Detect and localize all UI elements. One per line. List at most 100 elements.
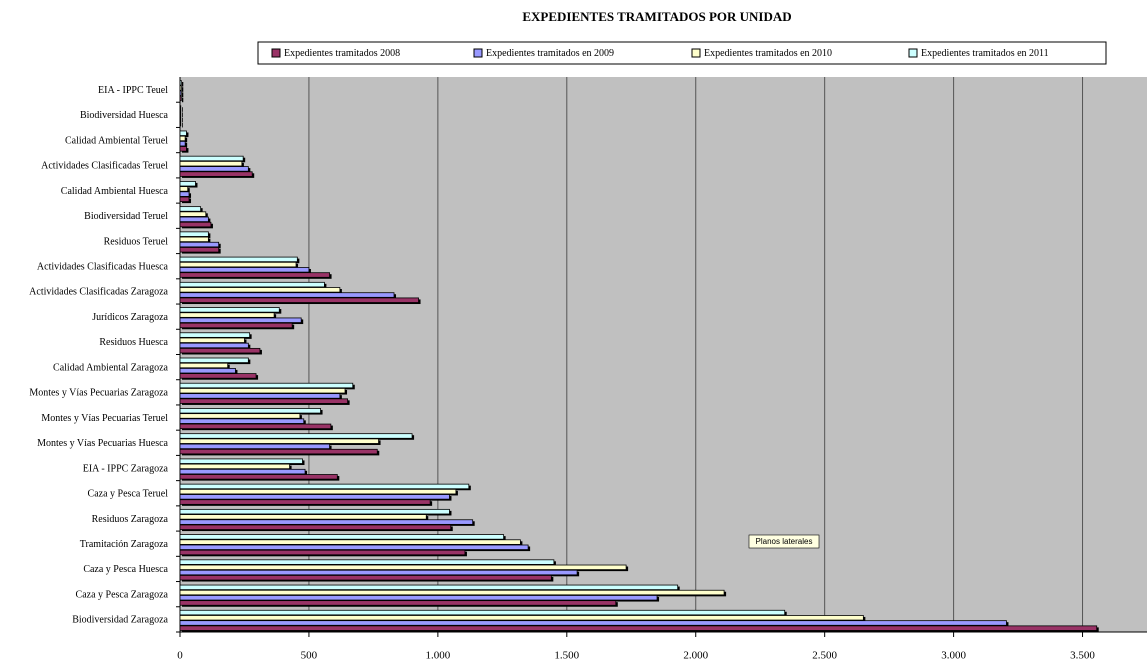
bar xyxy=(179,120,182,127)
legend-swatch xyxy=(473,48,483,58)
bar xyxy=(179,267,310,273)
annotation-box xyxy=(748,534,820,549)
bar xyxy=(179,110,182,116)
bar xyxy=(179,196,190,203)
bar xyxy=(179,337,245,343)
bar xyxy=(179,115,182,122)
bar xyxy=(179,261,297,268)
bar xyxy=(179,241,220,248)
bar xyxy=(179,443,330,450)
y-tick-label: Actividades Clasificadas Zaragoza xyxy=(29,287,168,298)
bar xyxy=(179,393,341,399)
y-tick-label: Biodiversidad Huesca xyxy=(80,110,169,121)
bar xyxy=(179,367,236,374)
bar xyxy=(179,398,349,404)
bar xyxy=(179,418,305,424)
y-tick-label: Caza y Pesca Zaragoza xyxy=(76,589,169,600)
bar xyxy=(179,499,431,505)
bar xyxy=(179,413,301,419)
bar xyxy=(179,362,229,369)
bar xyxy=(179,155,244,162)
bar-shadow xyxy=(182,97,184,103)
bar xyxy=(179,256,298,263)
bar xyxy=(179,166,249,172)
bar xyxy=(179,186,189,192)
bar xyxy=(179,508,450,515)
bar xyxy=(179,514,427,520)
bar xyxy=(179,373,257,379)
bar xyxy=(179,438,379,444)
y-tick-label: Montes y Vías Pecuarias Zaragoza xyxy=(29,388,168,399)
x-tick-label: 2.000 xyxy=(683,650,708,662)
legend-swatch xyxy=(271,48,281,58)
bar xyxy=(179,307,280,313)
x-tick-label: 1.500 xyxy=(554,650,579,662)
bar xyxy=(179,589,725,596)
legend-label: Expedientes tramitados en 2011 xyxy=(921,48,1049,59)
bar xyxy=(179,297,419,303)
legend-swatch xyxy=(908,48,918,58)
bar xyxy=(179,584,679,591)
bar xyxy=(179,388,346,394)
y-tick-label: Residuos Zaragoza xyxy=(92,514,169,525)
bar xyxy=(179,281,325,288)
y-tick-label: EIA - IPPC Zaragoza xyxy=(83,463,169,474)
bar xyxy=(179,221,212,228)
bar xyxy=(179,625,1098,631)
bar xyxy=(179,231,209,237)
bar xyxy=(179,347,261,354)
bar xyxy=(179,534,505,540)
bar xyxy=(179,85,182,91)
bar xyxy=(179,468,306,475)
legend-label: Expedientes tramitados en 2009 xyxy=(486,48,614,59)
legend-swatch xyxy=(691,48,701,58)
bar xyxy=(179,105,182,111)
bar xyxy=(179,615,864,621)
x-tick-label: 2.500 xyxy=(812,650,837,662)
bar-shadow xyxy=(182,117,183,123)
bar xyxy=(179,539,521,545)
bar xyxy=(179,575,552,581)
y-tick-label: Residuos Huesca xyxy=(99,337,168,348)
bar xyxy=(179,494,450,500)
bar xyxy=(179,317,302,323)
bar xyxy=(179,332,251,338)
bar xyxy=(179,433,413,439)
y-tick-label: Caza y Pesca Huesca xyxy=(83,564,168,575)
bar xyxy=(179,549,466,556)
bar xyxy=(179,519,474,525)
legend xyxy=(257,41,1107,65)
x-tick-label: 3.500 xyxy=(1070,650,1095,662)
bar xyxy=(179,463,290,470)
bar xyxy=(179,569,578,576)
bar xyxy=(179,564,627,571)
x-tick-label: 0 xyxy=(177,650,183,662)
y-tick-label: EIA - IPPC Teuel xyxy=(98,85,168,96)
bar xyxy=(179,342,249,349)
y-tick-label: Calidad Ambiental Teruel xyxy=(65,135,168,146)
x-tick-label: 500 xyxy=(301,650,318,662)
bar xyxy=(179,191,190,197)
bar xyxy=(179,292,395,298)
bar xyxy=(179,488,457,495)
legend-label: Expedientes tramitados 2008 xyxy=(284,48,400,59)
legend-label: Expedientes tramitados en 2010 xyxy=(704,48,832,59)
bar xyxy=(179,146,187,152)
y-tick-label: Tramitación Zaragoza xyxy=(80,539,169,550)
y-tick-label: Calidad Ambiental Zaragoza xyxy=(53,362,169,373)
bar xyxy=(179,80,182,86)
bar xyxy=(179,130,187,136)
bar xyxy=(179,206,202,212)
bar xyxy=(179,312,275,318)
x-tick-label: 3.000 xyxy=(941,650,966,662)
y-tick-label: Montes y Vías Pecuarias Huesca xyxy=(37,438,168,449)
bar xyxy=(179,595,658,601)
bar xyxy=(179,600,617,606)
bar xyxy=(179,357,249,363)
annotation: Planos laterales xyxy=(756,537,813,546)
bar xyxy=(179,423,332,430)
bar-shadow xyxy=(182,92,184,97)
y-tick-label: Actividades Clasificadas Teruel xyxy=(41,161,168,172)
bar-shadow xyxy=(182,107,183,112)
